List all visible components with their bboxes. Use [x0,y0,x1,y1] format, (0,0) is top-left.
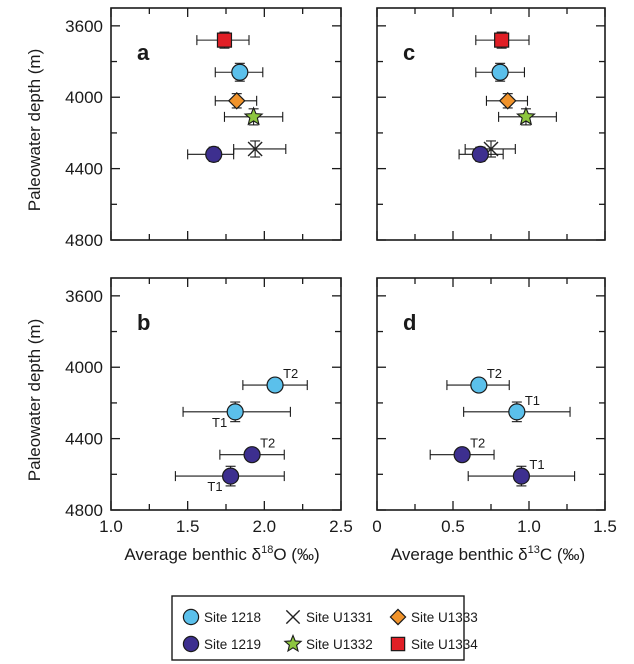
marker-circle [226,403,244,421]
data-point [187,145,235,163]
data-point [475,31,530,49]
legend-item: Site 1219 [182,635,261,653]
legend-label: Site U1331 [306,610,373,625]
y-tick-label: 4400 [65,430,103,449]
panel-c: c [376,7,606,241]
x-axis-title-c13: Average benthic δ13C (‰) [391,544,585,564]
data-point [485,91,529,110]
data-point: T2 [429,436,495,464]
legend-item: Site U1331 [285,609,373,625]
data-point: T1 [463,393,571,423]
legend-item: Site 1218 [182,608,261,626]
legend-box [171,595,465,661]
data-point [233,140,287,158]
marker-circle [491,63,509,81]
legend-item: Site U1333 [389,608,478,626]
marker-diamond [498,91,517,110]
point-label: T1 [212,415,227,430]
legend-marker-circle [182,635,200,653]
legend-label: Site U1332 [306,637,373,652]
marker-diamond [227,91,246,110]
legend-marker-cross [285,609,301,625]
legend-marker-circle [182,608,200,626]
marker-square [216,32,233,48]
marker-circle [231,63,249,81]
panel-a: 3600 4000 4400 4800 a [65,7,342,250]
data-point: T2 [219,436,285,464]
marker-circle [205,145,223,163]
data-point [214,91,258,110]
legend-marker-square [390,636,406,652]
panel-letter: b [137,310,150,335]
x-tick-label: 1.5 [593,517,617,536]
y-axis-title-top: Paleowater depth (m) [25,49,44,212]
marker-square [494,32,510,48]
y-tick-label: 4000 [65,88,103,107]
marker-circle [222,467,240,485]
x-tick-label: 0.5 [441,517,465,536]
legend-item: Site U1332 [283,633,373,653]
data-point [464,140,516,158]
marker-circle [508,403,526,421]
y-axis-title-bottom: Paleowater depth (m) [25,319,44,482]
marker-circle [470,376,488,394]
marker-circle [243,446,261,464]
y-tick-label: 4000 [65,358,103,377]
data-point [458,145,504,163]
y-tick-label: 4400 [65,160,103,179]
panel-letter: a [137,40,150,65]
legend-marker-diamond [389,608,407,626]
legend: Site 1218 Site U1331 Site U1333 Site 1219 Si… [171,595,478,661]
data-point [196,31,250,49]
panel-letter: c [403,40,415,65]
point-label: T1 [529,457,544,472]
point-label: T2 [470,436,485,451]
legend-label: Site U1334 [411,637,478,652]
point-label: T1 [207,479,222,494]
y-tick-label: 4800 [65,501,103,520]
marker-circle [512,467,531,485]
data-point: T2 [242,366,308,394]
point-label: T1 [525,393,540,408]
panel-d: 0 0.5 1.0 1.5 d T2 T1 T2 T1 [372,277,617,536]
point-label: T2 [283,366,298,381]
marker-circle [453,446,471,464]
marker-star [516,106,536,126]
x-axis-title-o18: Average benthic δ18O (‰) [124,544,319,564]
marker-circle [471,145,489,163]
point-label: T2 [487,366,502,381]
marker-circle [266,376,284,394]
x-tick-label: 1.0 [517,517,541,536]
legend-label: Site U1333 [411,610,478,625]
x-tick-label: 2.5 [329,517,353,536]
point-label: T2 [260,436,275,451]
x-tick-label: 2.0 [253,517,277,536]
data-point: T2 [446,366,510,394]
y-tick-label: 3600 [65,17,103,36]
panel-letter: d [403,310,416,335]
y-tick-label: 3600 [65,287,103,306]
data-point [223,106,284,126]
x-tick-label: 1.5 [176,517,200,536]
legend-item: Site U1334 [390,636,478,652]
legend-label: Site 1219 [204,637,261,652]
data-point [498,106,557,126]
data-point [214,62,264,82]
marker-star [243,106,264,126]
legend-marker-star [283,633,303,653]
legend-label: Site 1218 [204,610,261,625]
data-point: T1 [174,465,285,494]
data-point: T1 [182,401,291,430]
x-tick-label: 1.0 [99,517,123,536]
data-point [475,62,525,82]
marker-cross [247,141,263,157]
data-point: T1 [467,457,576,487]
y-tick-label: 4800 [65,231,103,250]
x-tick-label: 0 [372,517,381,536]
